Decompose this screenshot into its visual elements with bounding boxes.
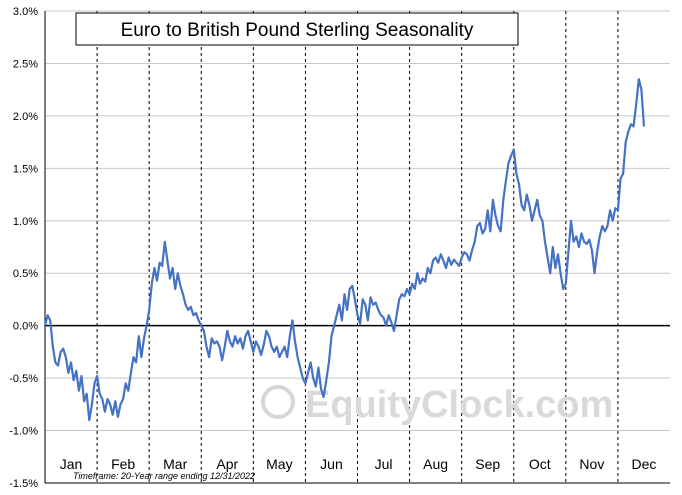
y-tick-label: 1.0% [13,216,38,228]
title-box: Euro to British Pound Sterling Seasonali… [75,12,519,46]
y-tick-label: -1.5% [9,478,38,490]
y-tick-label: 2.5% [13,58,38,70]
month-label: Mar [163,456,187,472]
y-tick-label: 2.0% [13,111,38,123]
month-label: Jan [60,456,83,472]
month-label: Jun [320,456,343,472]
month-label: Feb [111,456,135,472]
month-label: Aug [423,456,448,472]
y-tick-label: 3.0% [13,6,38,18]
y-tick-label: 1.5% [13,163,38,175]
watermark: EquityClock.com [261,384,613,426]
month-label: Dec [632,456,657,472]
month-label: Jul [375,456,393,472]
series-line [43,78,646,422]
y-tick-label: 0.0% [13,321,38,333]
month-label: Nov [579,456,604,472]
watermark-logo-icon [261,385,295,419]
month-dividers [96,11,619,483]
month-label: May [266,456,292,472]
watermark-text: EquityClock.com [305,384,613,426]
footnote: Timeframe: 20-Year range ending 12/31/20… [73,471,255,481]
title-box-frame [75,12,519,46]
chart-title: Euro to British Pound Sterling Seasonali… [121,20,474,41]
month-label: Sep [475,456,500,472]
y-tick-label: 0.5% [13,268,38,280]
month-label: Oct [529,456,551,472]
y-tick-label: -1.0% [9,426,38,438]
month-label: Apr [216,456,238,472]
y-tick-label: -0.5% [9,373,38,385]
x-axis-month-labels: Jan Feb Mar Apr May Jun Jul Aug Sep Oct Nov Dec [60,456,657,472]
y-axis-tick-labels: -1.5% -1.0% -0.5% 0.0% 0.5% 1.0% 1.5% 2.0% 2.5% 3… [9,6,38,490]
